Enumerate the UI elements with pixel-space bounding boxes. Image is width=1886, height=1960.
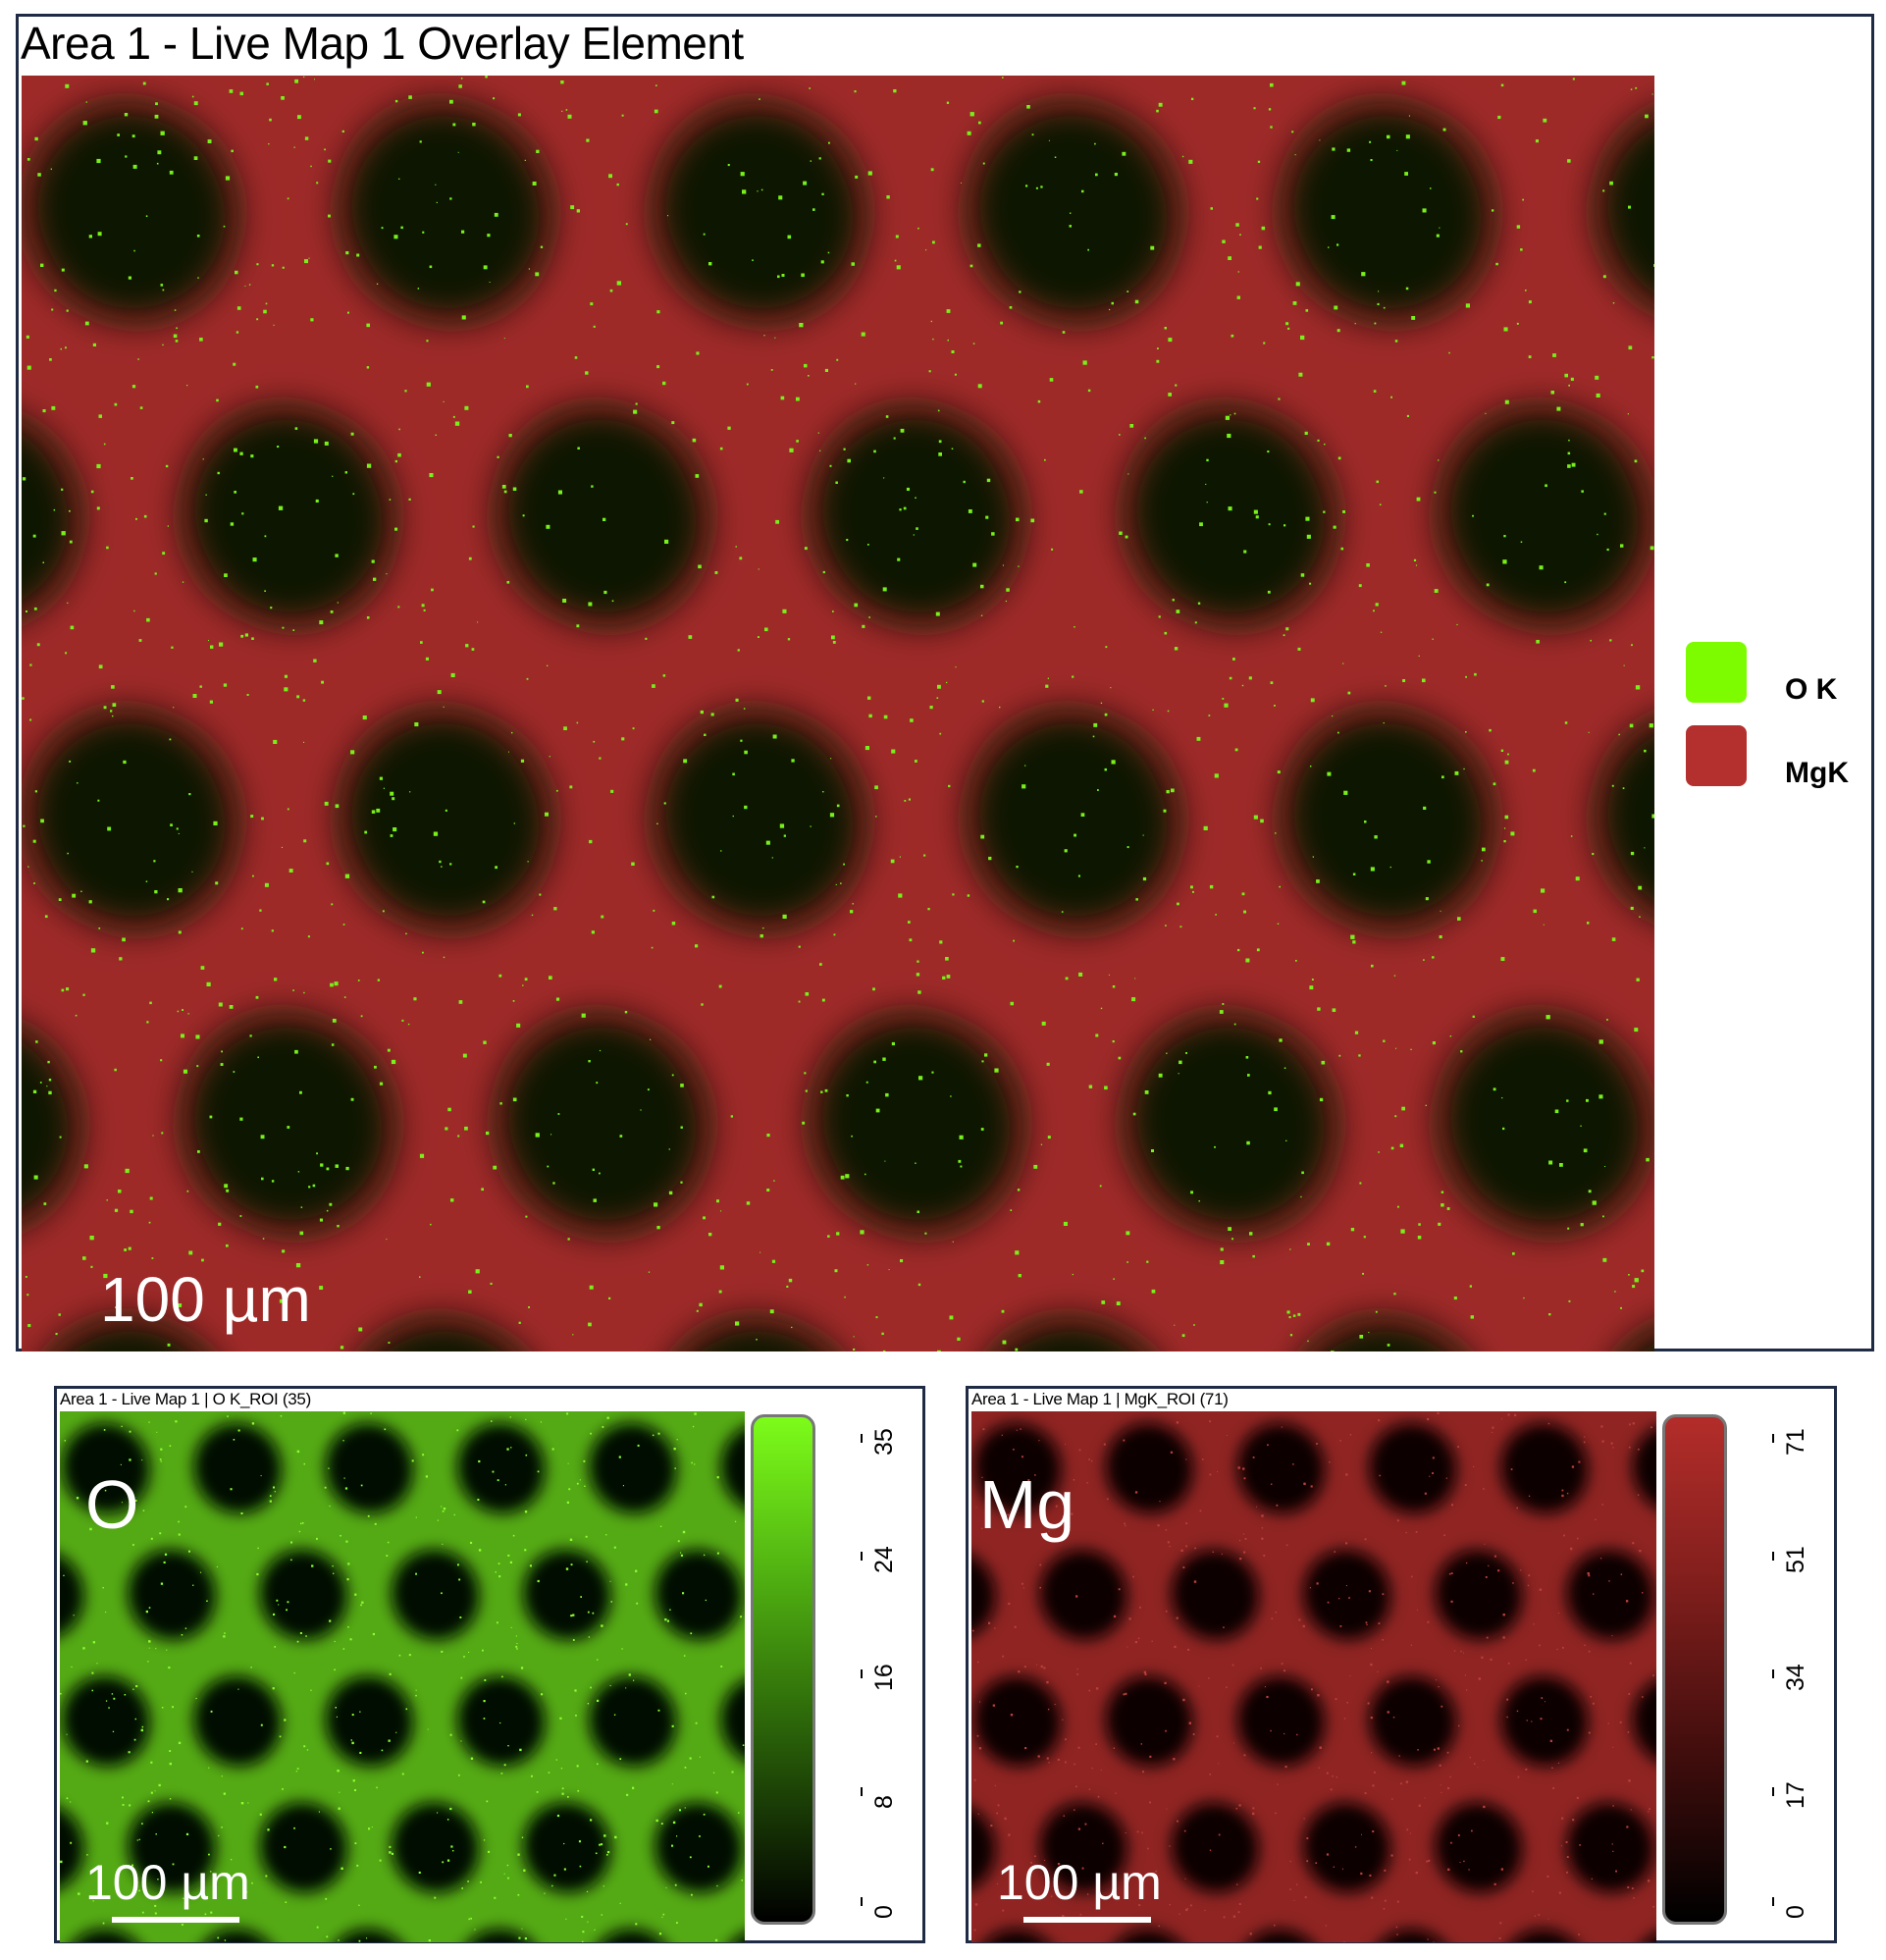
magnesium-colorbar-tick: 34 [1770, 1650, 1809, 1709]
overlay-map-image: 100 µm [22, 76, 1654, 1351]
oxygen-colorbar-tick: 35 [859, 1414, 898, 1473]
magnesium-colorbar-tick: 71 [1770, 1414, 1809, 1473]
oxygen-element-label: O [85, 1466, 139, 1543]
oxygen-scale-bar [112, 1917, 239, 1923]
magnesium-scale-bar [1023, 1917, 1151, 1923]
oxygen-map-panel: Area 1 - Live Map 1 | O K_ROI (35) O 100… [54, 1386, 925, 1943]
magnesium-element-label: Mg [979, 1466, 1075, 1543]
oxygen-scale-label: 100 µm [85, 1855, 250, 1910]
overlay-map-panel: Area 1 - Live Map 1 Overlay Element 100 … [16, 14, 1874, 1351]
magnesium-colorbar-tick: 0 [1770, 1878, 1809, 1936]
oxygen-map-image: O 100 µm [60, 1411, 745, 1942]
oxygen-colorbar-tick: 16 [859, 1650, 898, 1709]
magnesium-colorbar-tick: 51 [1770, 1532, 1809, 1591]
oxygen-map-title: Area 1 - Live Map 1 | O K_ROI (35) [60, 1390, 311, 1408]
overlay-scale-label: 100 µm [100, 1264, 311, 1335]
legend-label-magnesium: MgK [1785, 757, 1849, 789]
legend-label-oxygen: O K [1785, 673, 1838, 706]
magnesium-map-panel: Area 1 - Live Map 1 | MgK_ROI (71) Mg 10… [966, 1386, 1837, 1943]
legend-swatch-magnesium [1686, 725, 1747, 786]
oxygen-colorbar-tick: 24 [859, 1532, 898, 1591]
oxygen-colorbar-tick: 8 [859, 1768, 898, 1827]
magnesium-map-title: Area 1 - Live Map 1 | MgK_ROI (71) [971, 1390, 1229, 1408]
magnesium-colorbar [1662, 1414, 1727, 1925]
magnesium-colorbar-tick: 17 [1770, 1768, 1809, 1827]
magnesium-scale-label: 100 µm [997, 1855, 1162, 1910]
overlay-title: Area 1 - Live Map 1 Overlay Element [21, 18, 744, 69]
legend-swatch-oxygen [1686, 642, 1747, 703]
magnesium-map-image: Mg 100 µm [971, 1411, 1656, 1942]
oxygen-colorbar-tick: 0 [859, 1878, 898, 1936]
oxygen-colorbar [751, 1414, 815, 1925]
